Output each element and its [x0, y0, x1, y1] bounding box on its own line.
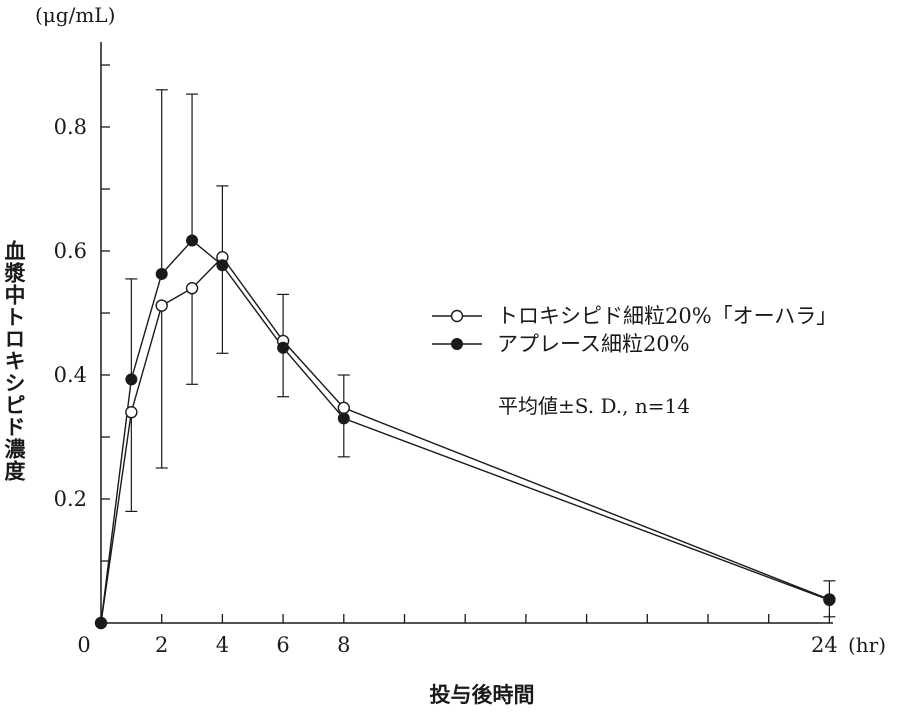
filled-circle-point — [216, 259, 229, 272]
filled-circle-point — [125, 373, 138, 386]
legend-open-circle-marker — [450, 309, 464, 323]
error-bars — [125, 89, 836, 618]
x-tick-label: 8 — [337, 633, 350, 657]
chart-axes — [100, 42, 833, 624]
legend-filled-circle-marker — [451, 338, 463, 350]
stats-annotation: 平均値±S. D., n=14 — [498, 394, 690, 418]
y-unit-label: (μg/mL) — [35, 3, 115, 27]
legend-entry-2: アプレース細粒20% — [432, 332, 690, 356]
x-tick-label: 6 — [276, 633, 289, 657]
x-unit-label: (hr) — [848, 633, 886, 657]
open-circle-point — [125, 406, 138, 419]
x-tick-label: 24 — [811, 633, 838, 657]
filled-circle-point — [186, 234, 199, 247]
series-lines — [100, 239, 830, 624]
legend-label-2: アプレース細粒20% — [497, 332, 690, 356]
chart-ticks: 0.20.40.60.80 2 4 6 8 24 — [54, 64, 838, 657]
open-circle-point — [185, 282, 199, 295]
y-tick-label: 0.6 — [54, 239, 87, 263]
series-line-2 — [100, 239, 830, 624]
open-circle-point — [155, 299, 168, 312]
y-axis-title: 血漿中トロキシピド濃度 — [2, 239, 27, 482]
y-tick-label: 0.8 — [54, 115, 87, 139]
x-tick-label: 4 — [216, 633, 229, 657]
filled-circle-point — [337, 412, 350, 425]
y-tick-label: 0.2 — [54, 487, 87, 511]
filled-circle-point — [155, 267, 168, 280]
legend: トロキシピド細粒20%「オーハラ」 アプレース細粒20% — [432, 304, 837, 356]
y-tick-label: 0.4 — [54, 363, 87, 387]
x-tick-label: 2 — [155, 633, 168, 657]
filled-circle-point — [95, 617, 107, 629]
filled-circle-point — [823, 594, 836, 607]
series-line-1 — [100, 256, 830, 624]
x-tick-label: 0 — [77, 633, 90, 657]
open-circle-point — [337, 401, 350, 415]
series-markers — [94, 234, 836, 630]
x-axis-title: 投与後時間 — [430, 683, 535, 707]
filled-circle-point — [277, 341, 290, 354]
legend-label-1: トロキシピド細粒20%「オーハラ」 — [497, 304, 837, 328]
legend-entry-1: トロキシピド細粒20%「オーハラ」 — [432, 304, 837, 328]
